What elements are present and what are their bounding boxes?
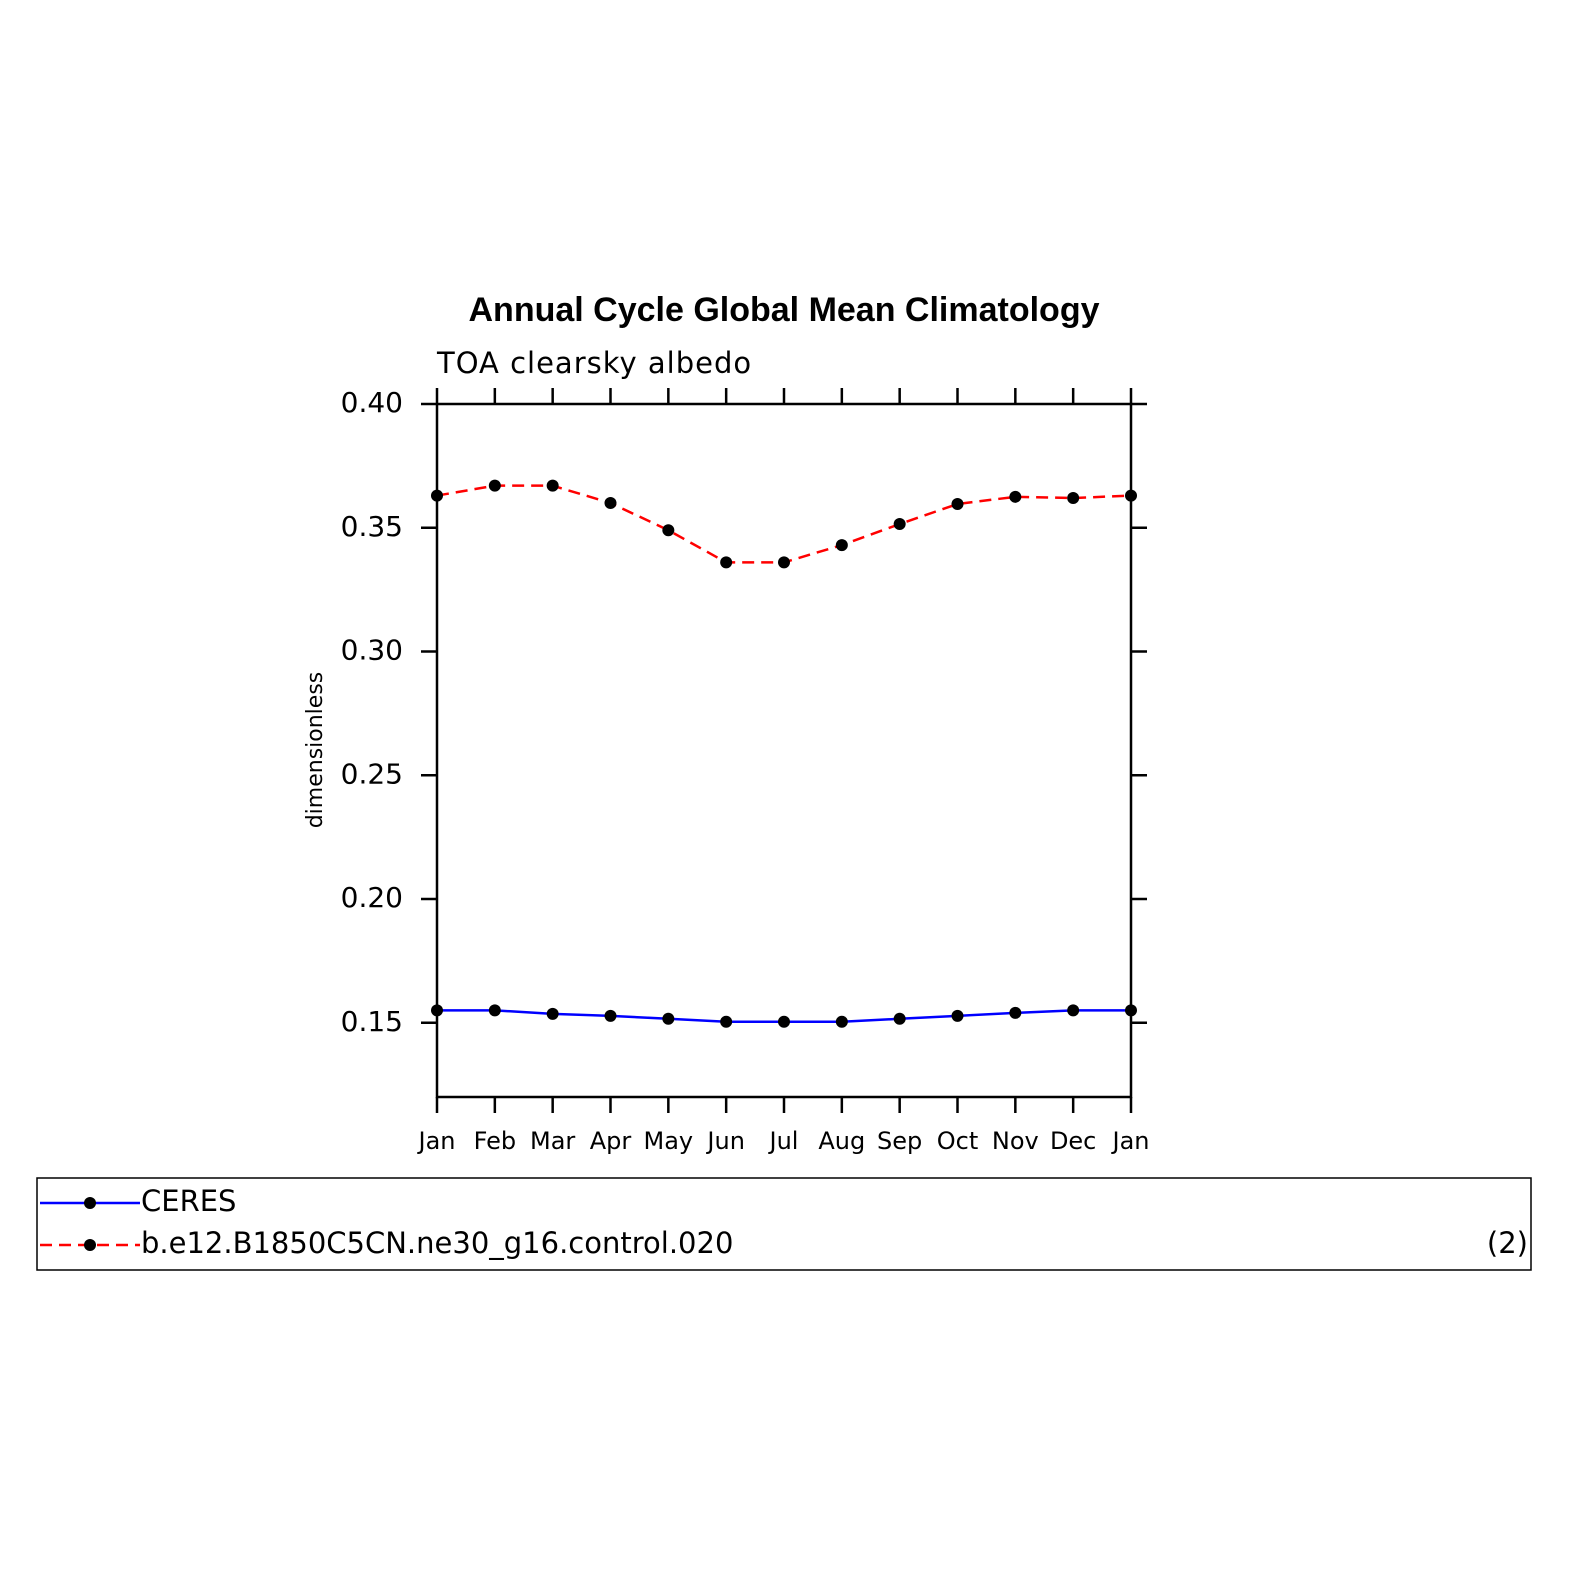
legend-marker [84,1239,96,1251]
marker [1009,1006,1022,1019]
y-tick-label: 0.25 [341,757,403,790]
y-tick-label: 0.20 [341,881,403,914]
marker [488,1004,501,1017]
x-tick-label: Aug [818,1127,865,1155]
marker [488,479,501,492]
marker [1009,490,1022,503]
marker [431,1004,443,1017]
marker [720,1015,733,1028]
x-tick-label: Jan [1111,1127,1150,1155]
marker [951,497,964,510]
y-tick-label: 0.15 [341,1005,403,1038]
y-tick-label: 0.40 [341,386,403,419]
marker [1067,492,1080,505]
marker [431,489,443,502]
chart-subtitle: TOA clearsky albedo [436,346,752,380]
marker [1067,1004,1080,1017]
legend-label: b.e12.B1850C5CN.ne30_g16.control.020 [141,1226,733,1260]
marker [546,479,559,492]
x-tick-label: Jun [705,1127,745,1155]
marker [778,556,790,569]
legend-box [36,1177,1532,1271]
x-tick-label: Feb [474,1127,517,1155]
marker [835,1015,848,1028]
y-tick-label: 0.30 [341,634,403,667]
marker [778,1015,790,1028]
x-tick-label: May [644,1127,694,1155]
marker [1125,1004,1137,1017]
marker [604,497,617,509]
annotation: (2) [1487,1226,1528,1260]
legend-marker [84,1197,96,1209]
x-tick-label: Mar [530,1127,575,1155]
marker [835,539,848,552]
x-tick-label: Jul [768,1127,799,1155]
x-tick-label: Sep [877,1127,922,1155]
marker [1125,489,1137,502]
marker [951,1009,964,1022]
y-tick-label: 0.35 [341,510,403,543]
chart-title: Annual Cycle Global Mean Climatology [469,291,1100,329]
marker [546,1007,559,1020]
marker [893,518,906,531]
marker [662,1012,675,1025]
x-tick-label: Dec [1050,1127,1096,1155]
x-tick-label: Oct [937,1127,979,1155]
marker [604,1009,617,1022]
legend-label: CERES [141,1184,236,1218]
marker [662,524,675,537]
marker [720,556,733,569]
x-tick-label: Apr [590,1127,632,1155]
marker [893,1012,906,1025]
y-axis-label: dimensionless [303,672,328,829]
x-tick-label: Jan [417,1127,456,1155]
x-tick-label: Nov [992,1127,1039,1155]
